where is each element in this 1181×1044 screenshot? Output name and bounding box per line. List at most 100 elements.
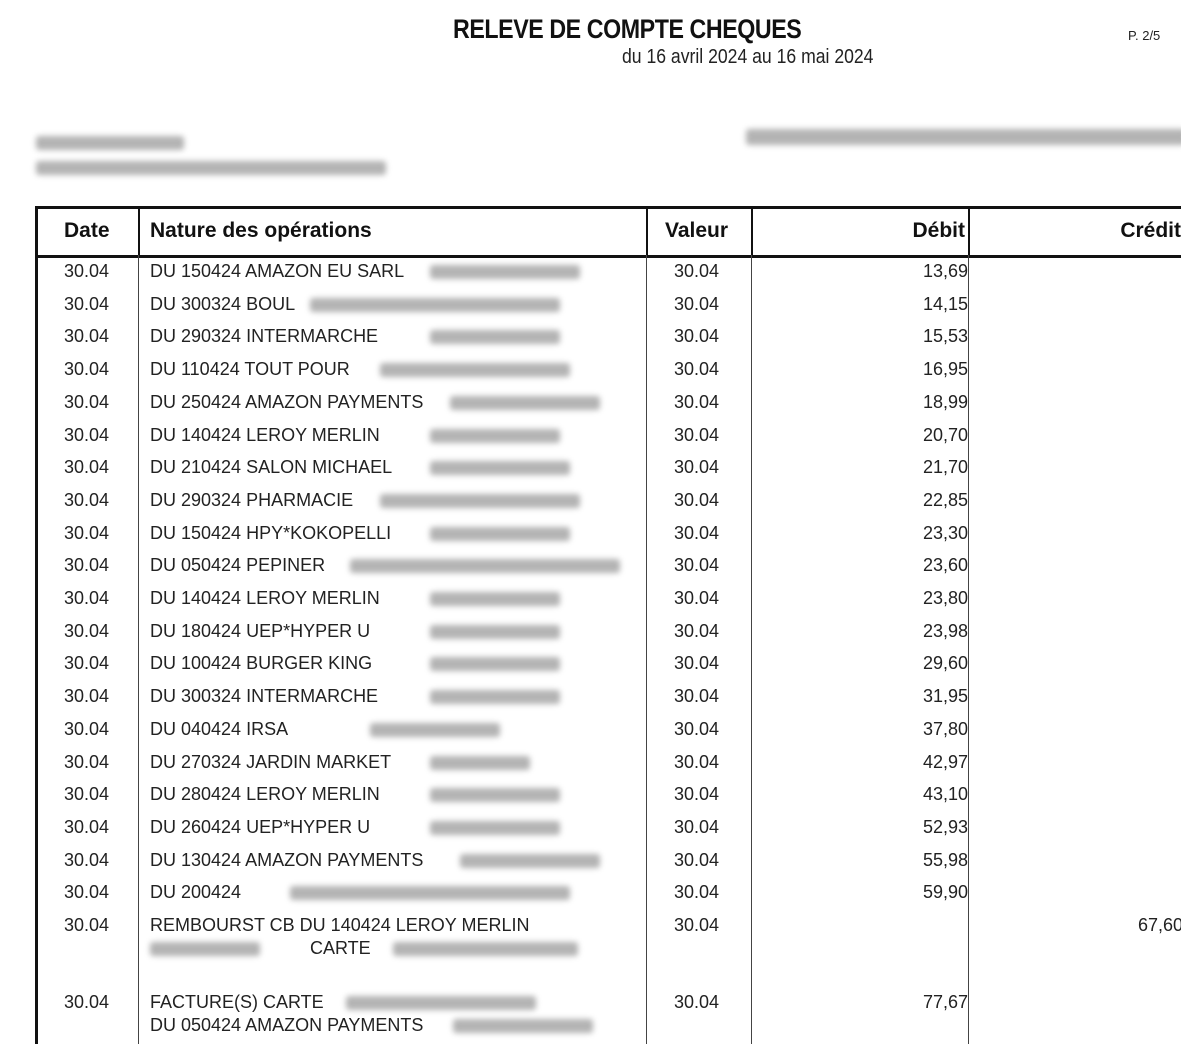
- redacted-detail: [430, 265, 580, 279]
- column-divider: [751, 206, 752, 1044]
- redacted-detail: [430, 624, 560, 639]
- redacted-detail: [393, 942, 578, 956]
- nature-cell: DU 290324 INTERMARCHE: [150, 326, 379, 347]
- debit-cell: 16,95: [922, 359, 968, 380]
- redacted-detail: [430, 755, 530, 770]
- nature-cell: DU 150424 HPY*KOKOPELLI: [150, 522, 392, 543]
- nature-cell: DU 290324 PHARMACIE: [150, 489, 354, 510]
- nature-cell: DU 150424 AMAZON EU SARL: [150, 261, 405, 281]
- date-cell: 30.04: [64, 784, 110, 805]
- valeur-cell: 30.04: [674, 555, 720, 576]
- date-cell: 30.04: [64, 992, 110, 1012]
- redacted-account-holder: [746, 129, 1181, 145]
- debit-cell: 23,98: [922, 620, 968, 641]
- redacted-detail: [150, 942, 260, 956]
- valeur-cell: 30.04: [674, 784, 720, 805]
- valeur-cell: 30.04: [674, 751, 720, 772]
- redacted-rib: [36, 161, 386, 175]
- valeur-cell: 30.04: [674, 522, 720, 543]
- date-cell: 30.04: [64, 489, 110, 510]
- nature-cell: DU 210424 SALON MICHAEL: [150, 457, 393, 478]
- redacted-detail: [346, 996, 536, 1010]
- valeur-cell: 30.04: [674, 391, 720, 412]
- date-cell: 30.04: [64, 293, 110, 314]
- date-cell: 30.04: [64, 653, 110, 674]
- nature-cell: DU 050424 PEPINER: [150, 555, 326, 576]
- nature-cell: DU 110424 TOUT POUR: [150, 359, 350, 380]
- valeur-cell: 30.04: [674, 653, 720, 674]
- debit-cell: 21,70: [922, 457, 968, 478]
- redacted-agency: [36, 136, 184, 150]
- table-header: Date Nature des opérations Valeur Débit …: [38, 206, 1181, 258]
- nature-cell: REMBOURST CB DU 140424 LEROY MERLIN: [150, 915, 530, 935]
- redacted-detail: [290, 886, 570, 901]
- debit-cell: 20,70: [922, 424, 968, 445]
- redacted-detail: [310, 297, 560, 312]
- valeur-cell: 30.04: [674, 424, 720, 445]
- header-divider: [968, 206, 970, 255]
- column-divider: [138, 206, 139, 1044]
- date-cell: 30.04: [64, 391, 110, 412]
- valeur-cell: 30.04: [674, 457, 720, 478]
- nature-cell: DU 140424 LEROY MERLIN: [150, 588, 380, 608]
- redacted-detail: [430, 657, 560, 672]
- date-cell: 30.04: [64, 882, 110, 903]
- redacted-detail: [430, 526, 570, 541]
- redacted-detail: [460, 853, 600, 868]
- debit-cell: 42,97: [922, 751, 968, 772]
- date-cell: 30.04: [64, 457, 110, 478]
- redacted-detail: [430, 788, 560, 803]
- nature-cell: DU 270324 JARDIN MARKET: [150, 751, 392, 772]
- date-cell: 30.04: [64, 849, 110, 870]
- header-divider: [646, 206, 648, 255]
- redacted-detail: [430, 461, 570, 476]
- redacted-detail: [453, 1019, 593, 1033]
- date-cell: 30.04: [64, 816, 110, 837]
- nature-cell: DU 100424 BURGER KING: [150, 653, 373, 674]
- nature-cell: DU 130424 AMAZON PAYMENTS: [150, 849, 424, 870]
- nature-cell: DU 250424 AMAZON PAYMENTS: [150, 391, 424, 412]
- valeur-cell: 30.04: [674, 620, 720, 641]
- date-cell: 30.04: [64, 359, 110, 380]
- nature-cell: FACTURE(S) CARTE: [150, 992, 324, 1012]
- redacted-detail: [380, 493, 580, 508]
- date-cell: 30.04: [64, 588, 110, 608]
- debit-cell: 59,90: [922, 882, 968, 903]
- statement-period: du 16 avril 2024 au 16 mai 2024: [622, 46, 874, 68]
- redacted-detail: [380, 363, 570, 378]
- redacted-detail: [430, 592, 560, 606]
- header-divider: [751, 206, 753, 255]
- debit-cell: 22,85: [922, 489, 968, 510]
- valeur-cell: 30.04: [674, 261, 720, 281]
- debit-cell: 23,80: [922, 588, 968, 608]
- nature-cell-line2: DU 050424 AMAZON PAYMENTS: [150, 1015, 424, 1035]
- page-number: P. 2/5: [1128, 28, 1161, 43]
- debit-cell: 77,67: [922, 992, 968, 1012]
- date-cell: 30.04: [64, 686, 110, 707]
- header-credit: Crédit: [1120, 219, 1181, 242]
- header-debit: Débit: [912, 219, 966, 242]
- nature-cell: DU 200424: [150, 882, 242, 903]
- date-cell: 30.04: [64, 424, 110, 445]
- debit-cell: 52,93: [922, 816, 968, 837]
- debit-cell: 15,53: [922, 326, 968, 347]
- debit-cell: 18,99: [922, 391, 968, 412]
- nature-cell: DU 260424 UEP*HYPER U: [150, 816, 371, 837]
- column-divider: [646, 206, 647, 1044]
- nature-cell: DU 140424 LEROY MERLIN: [150, 424, 380, 445]
- date-cell: 30.04: [64, 522, 110, 543]
- debit-cell: 43,10: [922, 784, 968, 805]
- valeur-cell: 30.04: [674, 882, 720, 903]
- redacted-detail: [450, 395, 600, 410]
- valeur-cell: 30.04: [674, 489, 720, 510]
- header-divider: [138, 206, 140, 255]
- valeur-cell: 30.04: [674, 686, 720, 707]
- valeur-cell: 30.04: [674, 915, 720, 935]
- column-divider: [968, 206, 969, 1044]
- nature-cell: DU 300324 BOUL: [150, 293, 296, 314]
- statement-title: RELEVE DE COMPTE CHEQUES: [453, 14, 802, 44]
- header-nature: Nature des opérations: [150, 219, 372, 242]
- redacted-detail: [430, 820, 560, 835]
- date-cell: 30.04: [64, 261, 110, 281]
- header-date: Date: [64, 219, 110, 242]
